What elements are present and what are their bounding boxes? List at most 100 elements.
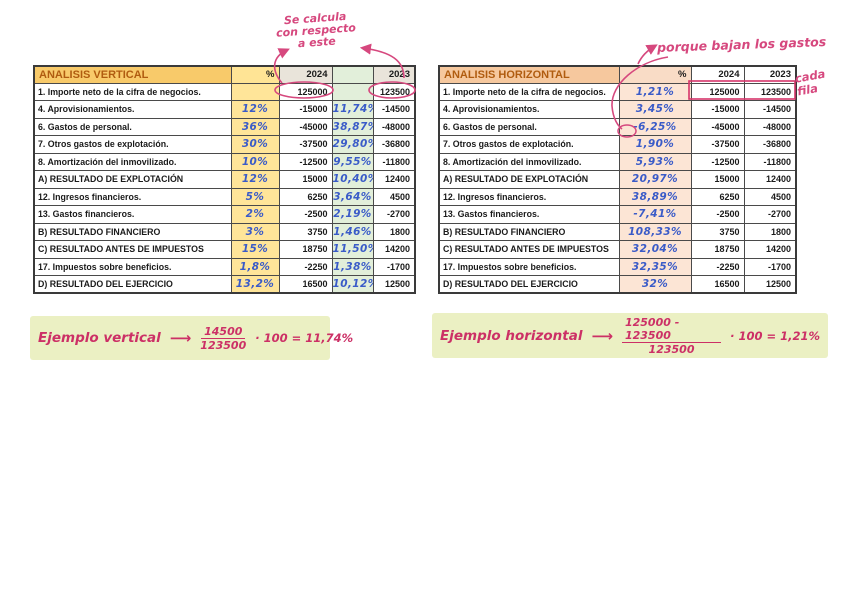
horizontal-table-row: D) RESULTADO DEL EJERCICIO 32% 16500 12500	[438, 275, 797, 294]
row-label: 12. Ingresos financieros.	[438, 187, 620, 206]
value-2024-cell: 18750	[690, 240, 745, 259]
value-2023-cell: -36800	[743, 135, 797, 154]
vertical-table-row: 17. Impuestos sobre beneficios. 1,8% -2250…	[33, 257, 416, 276]
vertical-table-row: 4. Aprovisionamientos.12%-1500011,74%-14…	[33, 100, 416, 119]
value-2023-cell: 12500	[743, 275, 797, 294]
value-2024-cell: -2500	[278, 205, 333, 224]
vertical-table-row: B) RESULTADO FINANCIERO 3% 3750 1,46% 1800	[33, 222, 416, 241]
row-label: D) RESULTADO DEL EJERCICIO	[33, 275, 232, 294]
value-2024-cell: 125000	[690, 82, 745, 101]
row-label: 12. Ingresos financieros.	[33, 187, 232, 206]
pct-2023-cell: 9,55%	[331, 152, 374, 171]
value-2024-cell: 6250	[278, 187, 333, 206]
horizontal-example-box: Ejemplo horizontal ⟶ 125000 - 123500 123…	[432, 313, 828, 358]
horizontal-table-row: 1. Importe neto de la cifra de negocios.…	[438, 82, 797, 101]
vertical-table-row: 12. Ingresos financieros. 5% 6250 3,64% 4500	[33, 187, 416, 206]
example-fraction: 125000 - 123500 123500	[621, 316, 722, 356]
value-2023-cell: -11800	[372, 152, 416, 171]
horizontal-table-row: B) RESULTADO FINANCIERO 108,33% 3750 1800	[438, 222, 797, 241]
row-label: A) RESULTADO DE EXPLOTACIÓN	[33, 170, 232, 189]
pct-2023-cell: 1,46%	[331, 222, 374, 241]
row-label: 8. Amortización del inmovilizado.	[33, 152, 232, 171]
value-2023-cell: 1800	[743, 222, 797, 241]
value-2024-cell: -15000	[690, 100, 745, 119]
annotation-line: fila	[796, 81, 819, 99]
col-header-2023: 2023	[372, 65, 416, 84]
horizontal-table-row: 7. Otros gastos de explotación. 1,90% -375…	[438, 135, 797, 154]
value-2024-cell: 16500	[278, 275, 333, 294]
row-label: 17. Impuestos sobre beneficios.	[438, 257, 620, 276]
value-2023-cell: 14200	[372, 240, 416, 259]
col-header-pct: %	[230, 65, 280, 84]
horizontal-table-header-row: ANALISIS HORIZONTAL % 2024 2023	[438, 65, 797, 84]
pct-2024-cell: 10%	[230, 152, 280, 171]
pct-variation-cell: 32%	[618, 275, 692, 294]
row-label: C) RESULTADO ANTES DE IMPUESTOS	[33, 240, 232, 259]
row-label: 1. Importe neto de la cifra de negocios.	[33, 82, 232, 101]
col-header-2023: 2023	[743, 65, 797, 84]
pct-2024-cell: 30%	[230, 135, 280, 154]
row-label: 4. Aprovisionamientos.	[438, 100, 620, 119]
pct-2024-cell: 13,2%	[230, 275, 280, 294]
pct-2023-cell: 11,74%	[331, 100, 374, 119]
pct-2023-cell: 10,40%	[331, 170, 374, 189]
value-2023-cell: 14200	[743, 240, 797, 259]
pct-2024-cell: 12%	[230, 100, 280, 119]
row-label: 17. Impuestos sobre beneficios.	[33, 257, 232, 276]
pct-2023-cell: 3,64%	[331, 187, 374, 206]
pct-2024-cell: 1,8%	[230, 257, 280, 276]
value-2023-cell: 12500	[372, 275, 416, 294]
pct-2024-cell: 36%	[230, 117, 280, 136]
value-2024-cell: 16500	[690, 275, 745, 294]
row-label: 13. Gastos financieros.	[33, 205, 232, 224]
value-2024-cell: 15000	[690, 170, 745, 189]
annotation-se-calcula: Se calcula con respecto a este	[263, 9, 369, 52]
value-2024-cell: 6250	[690, 187, 745, 206]
pct-2023-cell: 38,87%	[331, 117, 374, 136]
value-2024-cell: -37500	[278, 135, 333, 154]
pct-2024-cell: 2%	[230, 205, 280, 224]
pct-2024-cell	[230, 82, 280, 101]
fraction-numerator: 125000 - 123500	[621, 316, 722, 343]
pct-variation-cell: -7,41%	[618, 205, 692, 224]
value-2023-cell: 123500	[372, 82, 416, 101]
value-2024-cell: 3750	[278, 222, 333, 241]
value-2024-cell: -12500	[690, 152, 745, 171]
value-2024-cell: -15000	[278, 100, 333, 119]
pct-variation-cell: 1,21%	[618, 82, 692, 101]
vertical-table-row: D) RESULTADO DEL EJERCICIO 13,2% 16500 10,1…	[33, 275, 416, 294]
value-2023-cell: -36800	[372, 135, 416, 154]
value-2023-cell: 123500	[743, 82, 797, 101]
value-2024-cell: 3750	[690, 222, 745, 241]
vertical-table-row: A) RESULTADO DE EXPLOTACIÓN 12% 15000 10,40…	[33, 170, 416, 189]
horizontal-table-row: 13. Gastos financieros. -7,41% -2500 -2700	[438, 205, 797, 224]
vertical-analysis-table: ANALISIS VERTICAL % 2024 2023 1. Importe…	[33, 65, 416, 294]
pct-2023-cell: 1,38%	[331, 257, 374, 276]
horizontal-table-row: A) RESULTADO DE EXPLOTACIÓN 20,97% 15000 12…	[438, 170, 797, 189]
annotation-porque-bajan-gastos: porque bajan los gastos	[656, 34, 827, 55]
value-2024-cell: 18750	[278, 240, 333, 259]
value-2023-cell: -11800	[743, 152, 797, 171]
pct-2023-cell: 2,19%	[331, 205, 374, 224]
value-2024-cell: -37500	[690, 135, 745, 154]
pct-variation-cell: 108,33%	[618, 222, 692, 241]
row-label: 1. Importe neto de la cifra de negocios.	[438, 82, 620, 101]
pct-variation-cell: 20,97%	[618, 170, 692, 189]
vertical-table-row: 6. Gastos de personal.36%-4500038,87%-48…	[33, 117, 416, 136]
value-2024-cell: -2250	[690, 257, 745, 276]
pct-variation-cell: 1,90%	[618, 135, 692, 154]
value-2023-cell: -48000	[372, 117, 416, 136]
value-2024-cell: -2500	[690, 205, 745, 224]
horizontal-table-row: C) RESULTADO ANTES DE IMPUESTOS 32,04% 187…	[438, 240, 797, 259]
row-label: D) RESULTADO DEL EJERCICIO	[438, 275, 620, 294]
row-label: 13. Gastos financieros.	[438, 205, 620, 224]
pct-2023-cell: 10,12%	[331, 275, 374, 294]
pct-2023-cell: 29,80%	[331, 135, 374, 154]
fraction-denominator: 123500	[648, 342, 695, 356]
vertical-table-title: ANALISIS VERTICAL	[33, 65, 232, 84]
row-label: C) RESULTADO ANTES DE IMPUESTOS	[438, 240, 620, 259]
vertical-example-box: Ejemplo vertical ⟶ 14500 123500 · 100 = …	[30, 316, 353, 360]
example-label: Ejemplo horizontal	[440, 327, 583, 344]
pct-variation-cell: 32,04%	[618, 240, 692, 259]
